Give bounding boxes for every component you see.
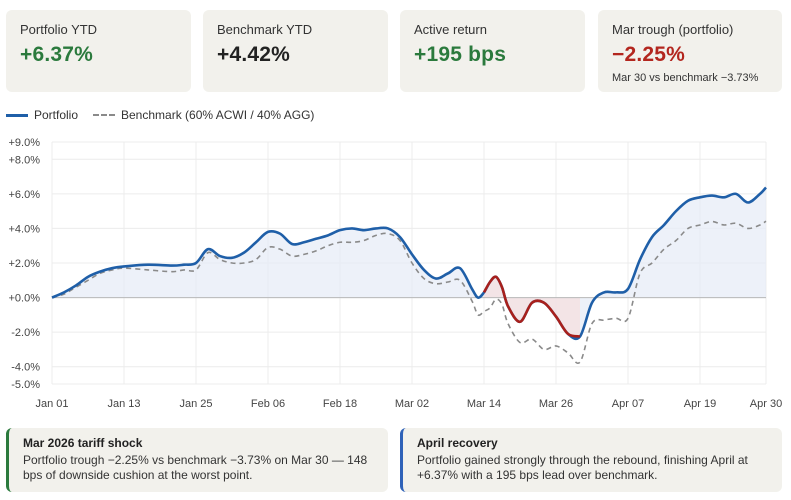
x-tick-label: Jan 25 [179,398,212,410]
legend-label-benchmark: Benchmark (60% ACWI / 40% AGG) [121,108,315,122]
kpi-row: Portfolio YTD +6.37% Benchmark YTD +4.42… [6,10,782,92]
legend-swatch-benchmark [93,114,115,116]
x-tick-label: Feb 06 [251,398,285,410]
kpi-value: +195 bps [414,43,507,66]
performance-chart: +9.0% +8.0% +6.0% +4.0% +2.0% +0.0% -2.0% -4.0%… [9,137,783,410]
x-tick-label: Apr 07 [612,398,644,410]
kpi-label: Benchmark YTD [217,22,313,37]
y-tick-label: +4.0% [9,223,41,235]
note-body: Portfolio trough −2.25% vs benchmark −3.… [23,453,368,482]
drawdown-area-fill [484,276,580,337]
portfolio-drawdown-segment [482,275,581,338]
kpi-label: Mar trough (portfolio) [612,22,734,37]
portfolio-line [51,186,767,341]
x-tick-label: Apr 30 [750,398,782,410]
note-body: Portfolio gained strongly through the re… [417,453,748,482]
note-title: Mar 2026 tariff shock [23,436,143,450]
y-tick-label: +0.0% [9,293,41,305]
y-tick-label: -4.0% [11,362,40,374]
kpi-mar-trough: Mar trough (portfolio) −2.25% Mar 30 vs … [598,10,782,92]
y-tick-label: +8.0% [9,154,41,166]
kpi-subtext: Mar 30 vs benchmark −3.73% [612,72,759,84]
x-tick-label: Jan 01 [35,398,68,410]
kpi-benchmark-ytd: Benchmark YTD +4.42% [203,10,388,92]
kpi-label: Portfolio YTD [20,22,98,37]
y-tick-label: -5.0% [11,379,40,391]
y-tick-label: +6.0% [9,189,41,201]
x-tick-label: Jan 13 [107,398,140,410]
kpi-value: −2.25% [612,43,686,66]
note-title: April recovery [417,436,498,450]
legend-item-portfolio[interactable]: Portfolio [6,108,78,122]
y-tick-label: +2.0% [9,258,41,270]
legend-swatch-portfolio [6,113,28,117]
kpi-value: +6.37% [20,43,94,66]
note-tariff-shock: Mar 2026 tariff shock Portfolio trough −… [6,428,388,492]
legend-label-portfolio: Portfolio [34,108,79,122]
kpi-active-return: Active return +195 bps [400,10,585,92]
kpi-label: Active return [414,22,487,37]
x-tick-label: Mar 14 [467,398,501,410]
kpi-value: +4.42% [217,43,291,66]
benchmark-line [51,220,767,364]
portfolio-area-fill [52,187,766,339]
x-tick-label: Apr 19 [684,398,716,410]
legend-item-benchmark[interactable]: Benchmark (60% ACWI / 40% AGG) [93,108,314,122]
x-tick-label: Mar 02 [395,398,429,410]
y-tick-label: +9.0% [9,137,41,149]
x-tick-label: Mar 26 [539,398,573,410]
x-tick-label: Feb 18 [323,398,357,410]
note-april-recovery: April recovery Portfolio gained strongly… [400,428,782,492]
y-tick-label: -2.0% [11,327,40,339]
kpi-portfolio-ytd: Portfolio YTD +6.37% [6,10,191,92]
